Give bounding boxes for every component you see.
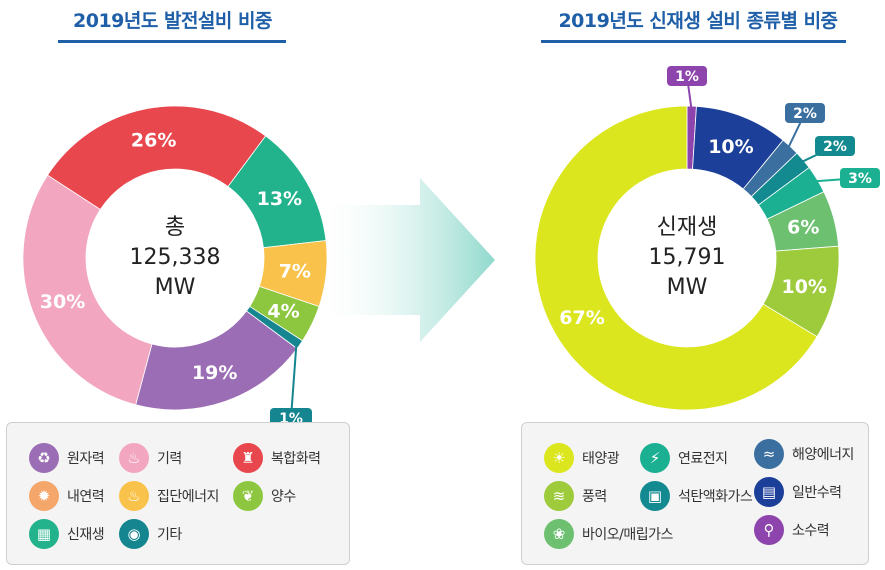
legend-item-연료전지: ⚡ 연료전지 (640, 443, 728, 473)
callout-badge-석탄액화가스 (815, 136, 855, 156)
right-legend: ☀ 태양광 ⚡ 연료전지 ≈ 해양에너지 ≋ 풍력 ▣ 석탄액화가스 ▤ 일반수력 ❀ 바이오/매립가스 ⚲… (521, 422, 869, 565)
left-title-underline (58, 40, 286, 43)
data-label-연료전지: 3% (848, 171, 872, 187)
legend-label: 양수 (271, 489, 296, 505)
legend-label: 기타 (157, 527, 182, 543)
heat-network-icon: ♨ (119, 481, 149, 511)
center-label-line: 신재생 (657, 215, 718, 240)
wind-icon: ≋ (544, 481, 574, 511)
legend-label: 소수력 (792, 523, 830, 539)
legend-label: 바이오/매립가스 (582, 527, 673, 543)
factory-icon: ♜ (233, 443, 263, 473)
data-label-집단에너지: 7% (279, 261, 311, 283)
data-label-해양에너지: 2% (793, 106, 817, 122)
data-label-일반수력: 10% (708, 136, 753, 158)
legend-item-일반수력: ▤ 일반수력 (754, 477, 842, 507)
donut-hole (86, 169, 264, 347)
legend-label: 일반수력 (792, 485, 842, 501)
water-drop-icon: ❦ (233, 481, 263, 511)
data-label-석탄액화가스: 2% (823, 139, 847, 155)
legend-label: 연료전지 (678, 451, 728, 467)
data-label-신재생: 13% (257, 188, 302, 210)
center-label-line: 15,791 (649, 245, 726, 270)
legend-item-내연력: ✹ 내연력 (29, 481, 105, 511)
callout-badge-소수력 (667, 66, 707, 86)
legend-item-기력: ♨ 기력 (119, 443, 182, 473)
other-icon: ◉ (119, 519, 149, 549)
center-label-line: 125,338 (130, 245, 221, 270)
legend-item-복합화력: ♜ 복합화력 (233, 443, 321, 473)
data-label-원자력: 19% (192, 362, 237, 384)
data-label-소수력: 1% (675, 69, 699, 85)
legend-label: 내연력 (67, 489, 105, 505)
donut-hole (598, 169, 776, 347)
gas-icon: ▣ (640, 481, 670, 511)
atom-icon: ♻ (29, 443, 59, 473)
data-label-복합화력: 26% (131, 129, 176, 151)
legend-item-바이오/매립가스: ❀ 바이오/매립가스 (544, 519, 673, 549)
legend-item-양수: ❦ 양수 (233, 481, 296, 511)
legend-item-풍력: ≋ 풍력 (544, 481, 607, 511)
dam-icon: ▤ (754, 477, 784, 507)
legend-label: 기력 (157, 451, 182, 467)
data-label-기력: 30% (40, 291, 85, 313)
legend-item-소수력: ⚲ 소수력 (754, 515, 830, 545)
legend-label: 원자력 (67, 451, 105, 467)
legend-item-집단에너지: ♨ 집단에너지 (119, 481, 219, 511)
flame-icon: ♨ (119, 443, 149, 473)
legend-item-기타: ◉ 기타 (119, 519, 182, 549)
legend-item-신재생: ▦ 신재생 (29, 519, 105, 549)
legend-item-태양광: ☀ 태양광 (544, 443, 620, 473)
legend-item-해양에너지: ≈ 해양에너지 (754, 439, 854, 469)
data-label-양수: 4% (267, 300, 299, 322)
leaf-icon: ❀ (544, 519, 574, 549)
faucet-icon: ⚲ (754, 515, 784, 545)
right-chart-title: 2019년도 신재생 설비 종류별 비중 (558, 10, 838, 32)
legend-item-원자력: ♻ 원자력 (29, 443, 105, 473)
center-label-line: 총 (165, 215, 185, 240)
legend-label: 풍력 (582, 489, 607, 505)
legend-label: 집단에너지 (157, 489, 219, 505)
battery-icon: ⚡ (640, 443, 670, 473)
legend-label: 해양에너지 (792, 447, 854, 463)
callout-badge-연료전지 (840, 168, 880, 188)
callout-line-기타 (290, 342, 298, 419)
left-chart-title: 2019년도 발전설비 비중 (73, 10, 272, 32)
legend-label: 복합화력 (271, 451, 321, 467)
left-legend: ♻ 원자력 ♨ 기력 ♜ 복합화력 ✹ 내연력 ♨ 집단에너지 ❦ 양수 ▦ 신재생 ◉ 기타 (6, 422, 350, 565)
right-title-underline (541, 40, 846, 43)
solar-panel-icon: ▦ (29, 519, 59, 549)
center-label-line: MW (155, 275, 196, 300)
data-label-풍력: 10% (781, 276, 826, 298)
wave-icon: ≈ (754, 439, 784, 469)
legend-label: 신재생 (67, 527, 105, 543)
callout-badge-해양에너지 (785, 103, 825, 123)
engine-icon: ✹ (29, 481, 59, 511)
legend-label: 태양광 (582, 451, 620, 467)
center-label-line: MW (667, 275, 708, 300)
data-label-태양광: 67% (559, 307, 604, 329)
sun-icon: ☀ (544, 443, 574, 473)
legend-label: 석탄액화가스 (678, 489, 753, 505)
legend-item-석탄액화가스: ▣ 석탄액화가스 (640, 481, 753, 511)
data-label-바이오/매립가스: 6% (787, 217, 819, 239)
flow-arrow (325, 178, 495, 342)
